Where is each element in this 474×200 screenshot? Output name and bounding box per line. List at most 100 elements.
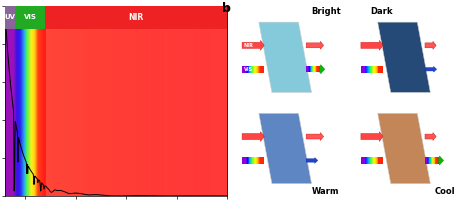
Bar	[316, 66, 317, 72]
Bar	[364, 157, 365, 164]
FancyArrow shape	[438, 156, 444, 165]
Bar	[249, 66, 251, 73]
Bar	[319, 66, 320, 72]
Text: NIR: NIR	[128, 13, 144, 22]
Bar	[257, 66, 258, 73]
Text: UV: UV	[4, 14, 15, 20]
Bar	[254, 157, 255, 164]
Bar	[382, 66, 383, 73]
Bar	[313, 66, 314, 72]
Bar	[246, 157, 248, 164]
Bar	[308, 66, 309, 72]
Bar	[373, 157, 374, 164]
Bar	[247, 66, 249, 73]
Bar	[379, 66, 381, 73]
Bar	[376, 66, 377, 73]
Bar	[261, 66, 262, 73]
Polygon shape	[259, 113, 311, 184]
Bar	[315, 66, 316, 72]
Bar	[437, 157, 438, 164]
Bar	[253, 157, 255, 164]
FancyArrow shape	[306, 133, 324, 141]
Bar	[309, 66, 310, 72]
Polygon shape	[378, 22, 430, 92]
Bar	[430, 157, 431, 164]
Bar	[365, 66, 367, 73]
Bar	[380, 66, 382, 73]
Bar	[246, 157, 247, 164]
Bar	[381, 66, 383, 73]
Bar	[375, 157, 376, 164]
Bar	[253, 66, 255, 73]
Bar	[248, 66, 250, 73]
Bar	[377, 66, 378, 73]
Bar	[435, 157, 436, 164]
Bar	[432, 157, 433, 164]
Bar	[45, 6, 227, 29]
Bar	[311, 66, 312, 72]
Bar	[263, 66, 264, 73]
Bar	[259, 157, 260, 164]
Bar	[242, 66, 243, 73]
Bar	[255, 66, 256, 73]
Bar	[436, 157, 437, 164]
FancyArrow shape	[361, 132, 383, 141]
Bar	[368, 66, 369, 73]
Bar	[365, 157, 366, 164]
Bar	[310, 66, 311, 72]
Text: VIS: VIS	[24, 14, 36, 20]
Bar	[314, 66, 315, 72]
Bar	[371, 157, 372, 164]
Bar	[361, 157, 362, 164]
Bar	[317, 66, 318, 72]
Bar	[372, 66, 373, 73]
Bar	[377, 157, 378, 164]
Bar	[263, 66, 264, 73]
Bar	[262, 157, 263, 164]
Bar	[375, 66, 376, 73]
Bar	[318, 66, 319, 72]
Polygon shape	[259, 22, 311, 92]
Bar	[433, 157, 434, 164]
Bar	[369, 157, 370, 164]
Text: Dark: Dark	[370, 7, 393, 16]
Text: NIR: NIR	[244, 43, 254, 48]
Bar	[428, 157, 429, 164]
Bar	[436, 157, 437, 164]
Bar	[250, 66, 252, 73]
Bar	[242, 157, 243, 164]
Bar	[434, 157, 435, 164]
Bar	[370, 66, 371, 73]
Bar	[262, 66, 263, 73]
FancyArrow shape	[425, 41, 436, 49]
Bar	[263, 157, 264, 164]
Bar	[245, 157, 246, 164]
Bar	[256, 66, 257, 73]
Bar	[432, 157, 433, 164]
Bar	[312, 66, 313, 72]
Bar	[379, 157, 381, 164]
Bar	[307, 66, 308, 72]
Bar	[313, 66, 314, 72]
Bar	[370, 157, 371, 164]
Bar	[245, 66, 246, 73]
Text: b: b	[222, 2, 231, 15]
Text: VIS: VIS	[244, 67, 253, 72]
FancyArrow shape	[425, 66, 437, 72]
Bar	[251, 157, 253, 164]
Bar	[365, 66, 366, 73]
Bar	[378, 157, 380, 164]
Polygon shape	[378, 113, 430, 184]
Bar	[381, 157, 383, 164]
Bar	[260, 66, 261, 73]
Bar	[247, 157, 249, 164]
Bar	[380, 157, 382, 164]
Bar	[258, 66, 259, 73]
Bar	[252, 66, 254, 73]
Bar	[307, 66, 308, 72]
Bar	[316, 66, 317, 72]
Bar	[367, 66, 368, 73]
Bar	[376, 157, 377, 164]
FancyArrow shape	[425, 133, 436, 141]
Bar	[364, 66, 365, 73]
